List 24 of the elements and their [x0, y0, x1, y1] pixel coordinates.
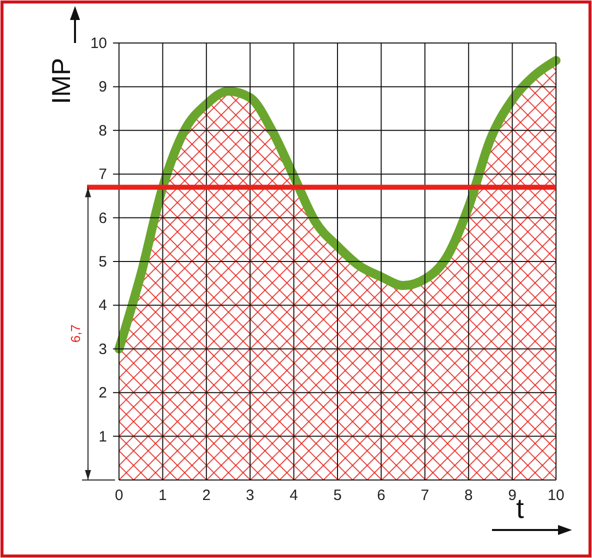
- x-tick-label: 4: [290, 487, 298, 504]
- y-tick-label: 7: [98, 166, 107, 184]
- x-tick-label: 3: [246, 487, 254, 504]
- y-tick-label: 6: [98, 210, 107, 227]
- x-tick-label: 9: [508, 487, 516, 504]
- y-tick-label: 2: [98, 384, 107, 402]
- y-tick-label: 5: [98, 254, 107, 270]
- x-tick-label: 0: [114, 487, 124, 504]
- x-tick-label: 5: [333, 487, 342, 504]
- x-tick-label: 1: [158, 487, 167, 504]
- x-tick-label: 10: [548, 487, 564, 504]
- y-tick-label: 1: [98, 428, 107, 446]
- y-tick-label: 3: [98, 340, 107, 358]
- x-tick-label: 2: [202, 487, 211, 504]
- ref-line-label: 6,7: [68, 324, 83, 343]
- y-tick-label: 8: [98, 122, 107, 140]
- y-tick-label: 4: [98, 297, 107, 314]
- x-axis-title: t: [516, 493, 524, 524]
- y-tick-label: 10: [90, 35, 107, 52]
- x-tick-label: 7: [420, 487, 430, 504]
- x-tick-label: 8: [464, 487, 473, 504]
- y-tick-label: 9: [98, 78, 107, 96]
- y-axis-title: IMP: [46, 58, 76, 104]
- x-tick-label: 6: [377, 487, 386, 504]
